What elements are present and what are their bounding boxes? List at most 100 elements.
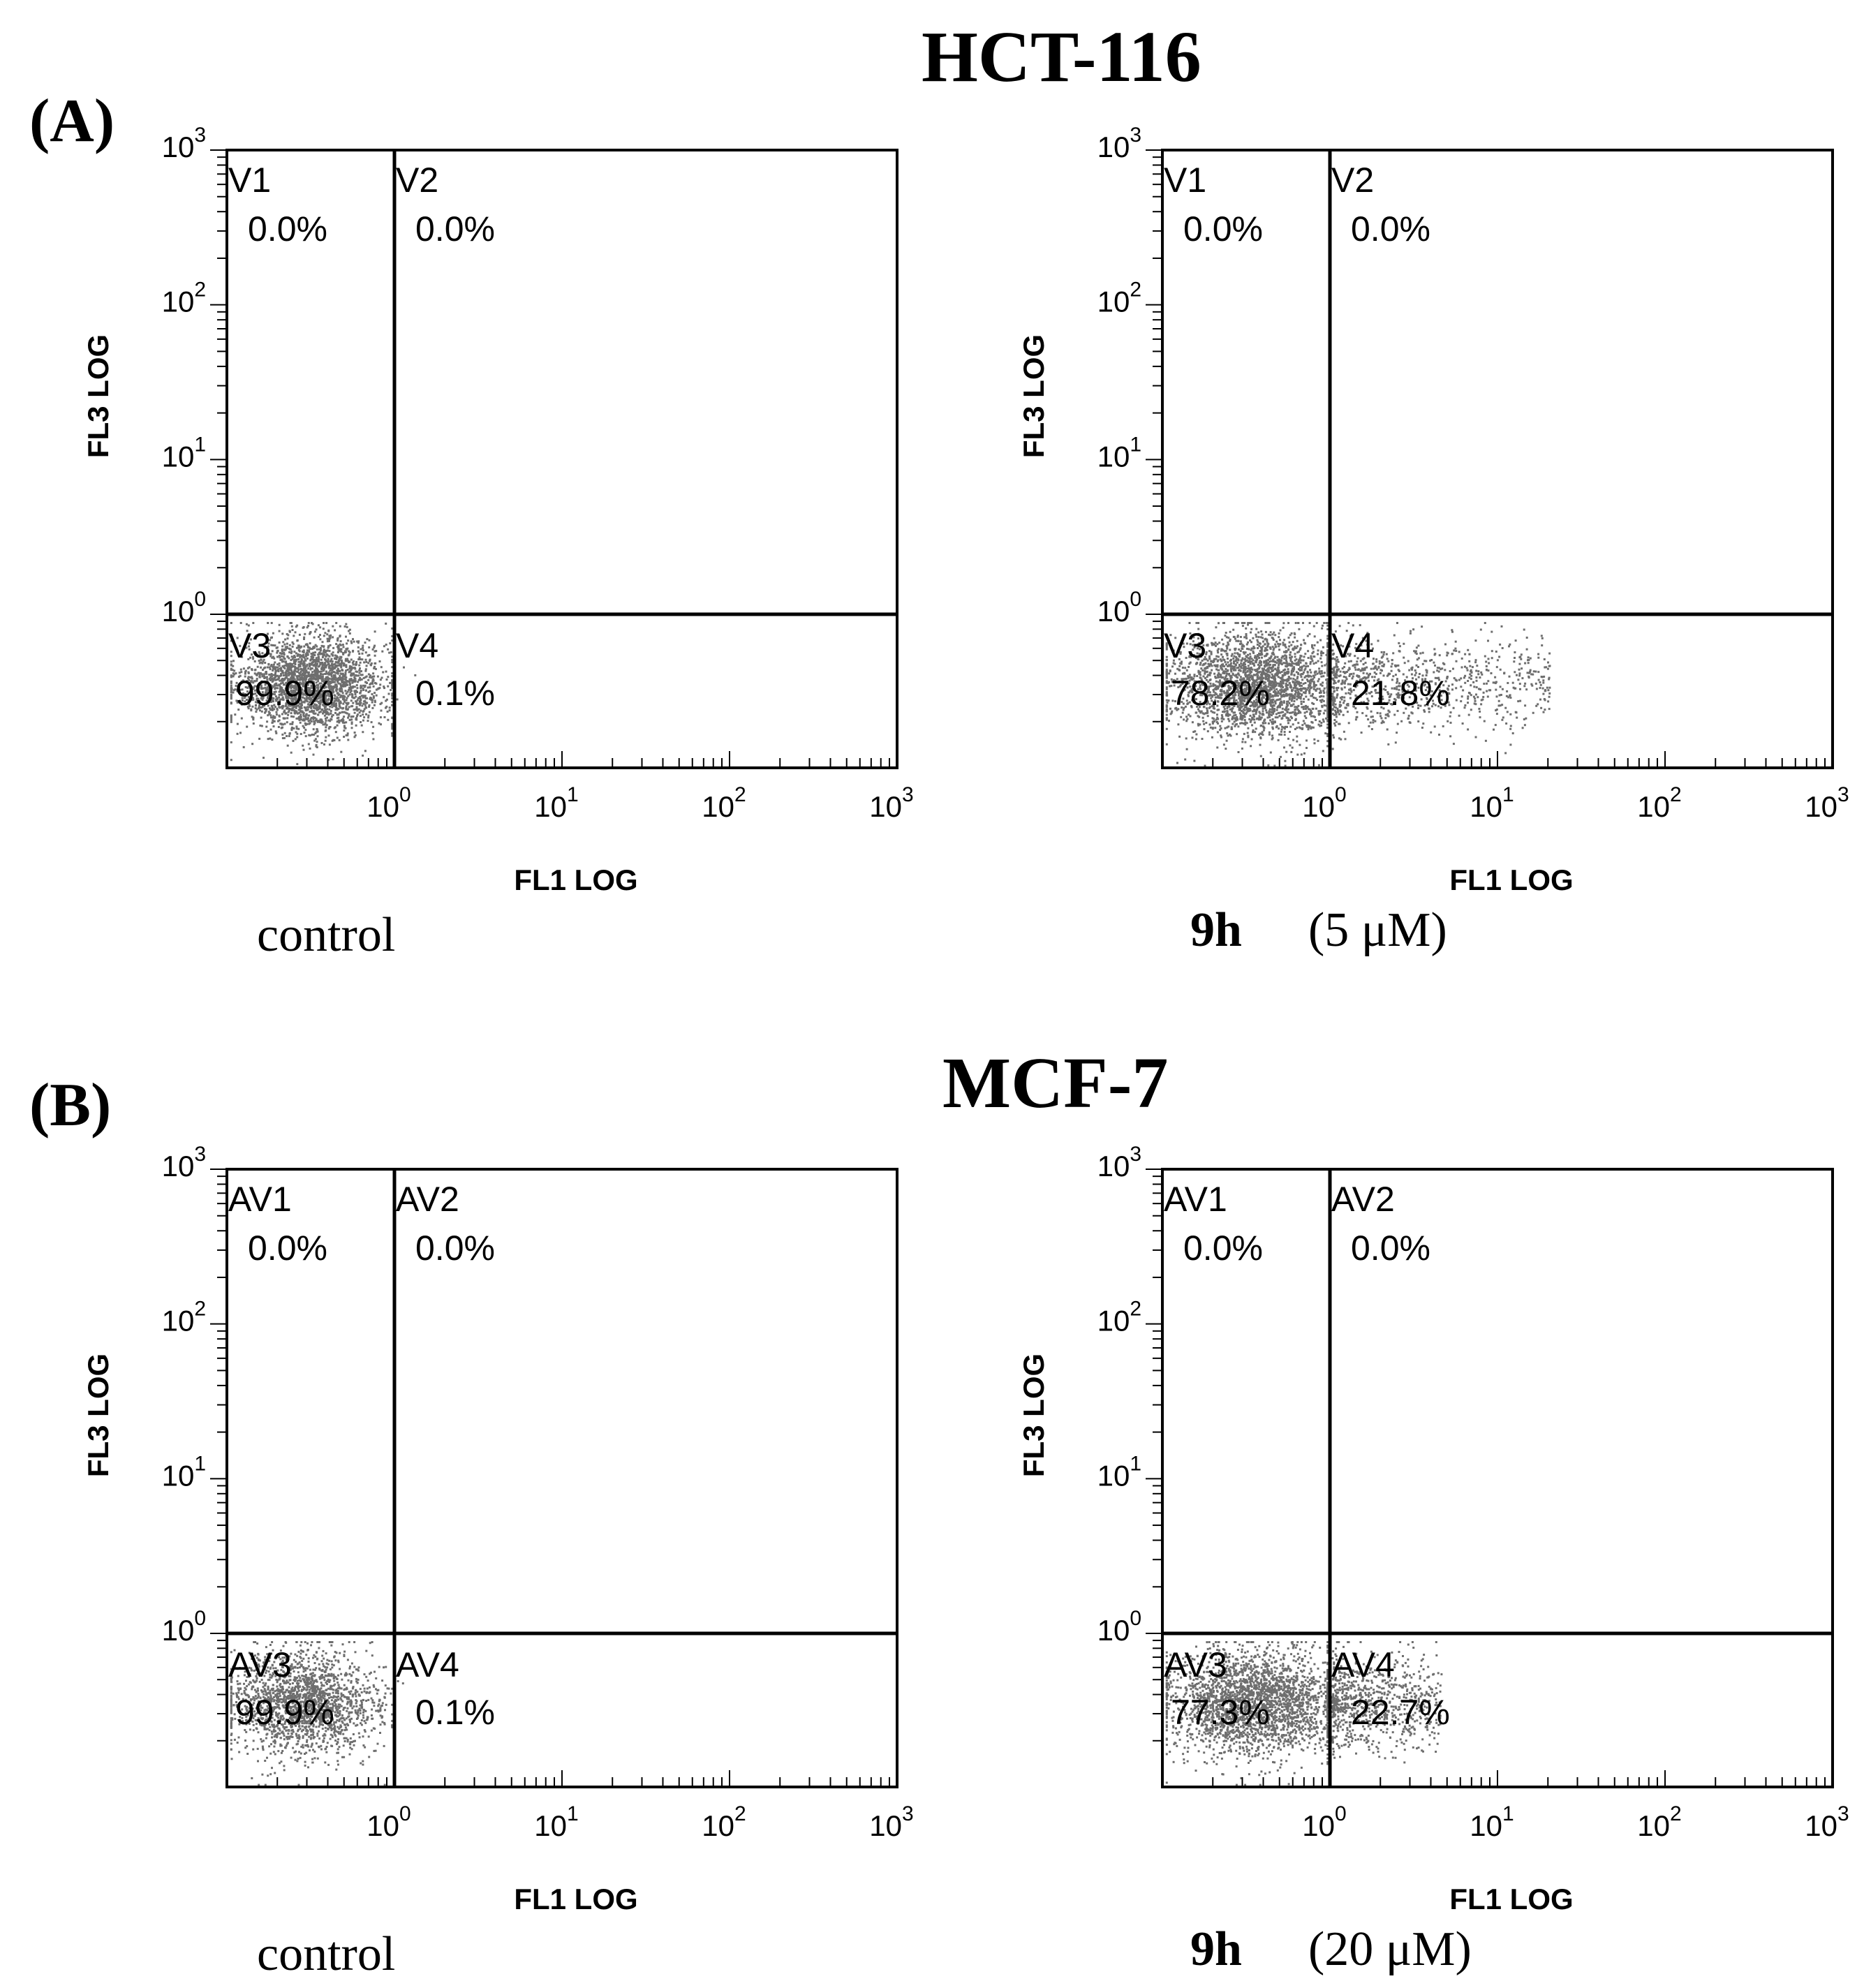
scatter-point xyxy=(1227,691,1229,694)
scatter-point xyxy=(1287,637,1290,639)
scatter-point xyxy=(299,733,302,735)
scatter-point xyxy=(299,655,302,658)
scatter-point xyxy=(1210,651,1213,653)
scatter-point xyxy=(1250,631,1252,634)
scatter-point xyxy=(1211,669,1213,672)
scatter-point xyxy=(1257,697,1260,700)
scatter-point xyxy=(362,649,364,652)
scatter-point xyxy=(230,694,232,696)
scatter-point xyxy=(288,651,291,653)
scatter-point xyxy=(1217,681,1220,683)
scatter-point xyxy=(247,624,250,627)
scatter-point xyxy=(272,716,274,719)
scatter-point xyxy=(373,667,376,669)
scatter-point xyxy=(355,718,357,720)
scatter-point xyxy=(1175,653,1178,656)
scatter-point xyxy=(1312,715,1315,718)
scatter-point xyxy=(1224,704,1227,707)
scatter-point xyxy=(337,650,340,653)
scatter-point xyxy=(1189,685,1192,688)
scatter-point xyxy=(1188,682,1190,685)
scatter-point xyxy=(1288,662,1291,665)
scatter-point xyxy=(247,699,250,702)
scatter-point xyxy=(364,681,367,683)
scatter-point xyxy=(1178,658,1181,660)
scatter-point xyxy=(306,626,309,629)
scatter-point xyxy=(1249,672,1252,674)
scatter-point xyxy=(1233,697,1236,699)
scatter-point xyxy=(388,651,391,654)
scatter-point xyxy=(271,677,274,680)
scatter-point xyxy=(314,651,317,654)
scatter-point xyxy=(1227,725,1230,728)
scatter-point xyxy=(1229,678,1232,681)
scatter-point xyxy=(316,706,319,709)
scatter-point xyxy=(1259,712,1262,715)
scatter-point xyxy=(1234,713,1237,716)
scatter-point xyxy=(297,675,300,677)
scatter-point xyxy=(292,697,295,699)
scatter-point xyxy=(295,688,297,691)
scatter-point xyxy=(1191,736,1194,739)
scatter-point xyxy=(297,712,299,715)
scatter-point xyxy=(1270,695,1273,698)
scatter-point xyxy=(276,666,279,669)
scatter-point xyxy=(1285,690,1287,692)
scatter-point xyxy=(278,630,281,632)
scatter-point xyxy=(316,676,319,679)
scatter-point xyxy=(1247,695,1250,697)
scatter-point xyxy=(297,700,299,703)
scatter-point xyxy=(332,664,334,667)
scatter-point xyxy=(293,711,296,714)
scatter-point xyxy=(1284,644,1287,647)
scatter-point xyxy=(1283,639,1286,641)
scatter-point xyxy=(1286,717,1289,719)
scatter-point xyxy=(1256,668,1259,671)
scatter-point xyxy=(327,663,330,666)
scatter-point xyxy=(1219,679,1221,682)
quadrant-name: V1 xyxy=(228,161,271,200)
scatter-point xyxy=(304,632,306,635)
scatter-point xyxy=(1239,643,1241,646)
scatter-point xyxy=(298,633,301,636)
scatter-point xyxy=(300,668,303,670)
scatter-point xyxy=(383,645,385,648)
scatter-point xyxy=(1213,637,1215,639)
scatter-point xyxy=(302,744,304,747)
scatter-point xyxy=(1192,677,1194,680)
scatter-point xyxy=(332,702,335,704)
scatter-point xyxy=(1278,727,1280,730)
scatter-point xyxy=(232,689,235,692)
scatter-point xyxy=(327,667,330,669)
scatter-point xyxy=(346,690,349,693)
scatter-point xyxy=(1220,720,1223,722)
scatter-point xyxy=(332,654,334,657)
scatter-point xyxy=(266,680,269,683)
scatter-point xyxy=(292,677,295,680)
scatter-point xyxy=(350,674,353,676)
scatter-point xyxy=(1225,713,1227,716)
scatter-point xyxy=(1268,633,1270,636)
scatter-point xyxy=(1268,702,1271,704)
scatter-point xyxy=(1277,676,1280,678)
scatter-point xyxy=(325,695,328,697)
scatter-point xyxy=(333,699,336,702)
scatter-point xyxy=(313,695,316,698)
scatter-point xyxy=(293,678,296,681)
scatter-point xyxy=(1239,718,1242,720)
scatter-point xyxy=(1222,655,1224,658)
scatter-point xyxy=(1232,635,1235,638)
scatter-point xyxy=(249,638,252,641)
scatter-point xyxy=(1260,702,1263,705)
scatter-point xyxy=(1297,661,1300,664)
scatter-point xyxy=(1303,692,1306,695)
scatter-point xyxy=(1275,713,1278,715)
scatter-point xyxy=(1225,739,1228,742)
scatter-point xyxy=(313,663,316,666)
scatter-point xyxy=(1220,690,1223,693)
scatter-point xyxy=(358,672,361,674)
scatter-point xyxy=(290,650,293,653)
scatter-point xyxy=(1189,643,1192,646)
scatter-point xyxy=(1277,668,1280,671)
scatter-point xyxy=(296,676,299,679)
